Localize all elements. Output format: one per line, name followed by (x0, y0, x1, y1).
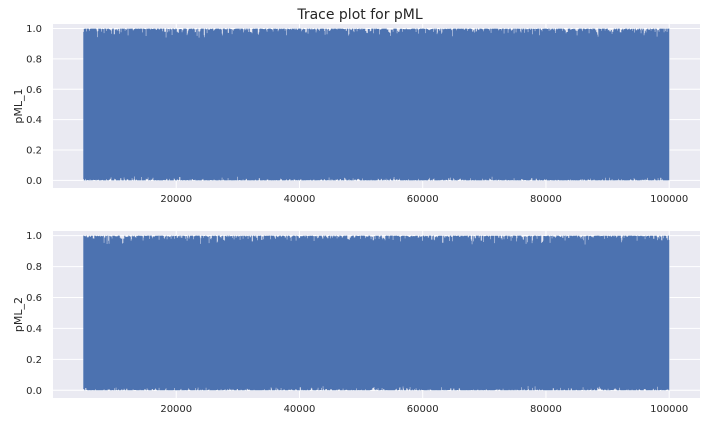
x-tick-label: 60000 (407, 404, 439, 415)
y-axis-label-2: pML_2 (12, 297, 25, 332)
x-tick-label: 80000 (530, 404, 562, 415)
x-tick-label: 20000 (160, 194, 192, 205)
y-tick-label: 0.4 (26, 115, 42, 126)
y-tick-label: 0.2 (26, 146, 42, 157)
y-tick-label: 0.8 (26, 54, 42, 65)
x-tick-label: 40000 (284, 404, 316, 415)
trace-panel-pml-1: 20000 40000 60000 80000 100000 0.0 0.2 0.4 0.6 0.… (12, 24, 700, 205)
x-tick-label: 40000 (284, 194, 316, 205)
y-axis-label-1: pML_1 (12, 88, 25, 123)
trace-series-pml-2 (83, 235, 670, 391)
trace-series-pml-1 (83, 28, 670, 181)
y-tick-label: 0.2 (26, 355, 42, 366)
y-tick-label: 0.6 (26, 85, 42, 96)
chart-title: Trace plot for pML (296, 7, 423, 23)
y-tick-label: 0.8 (26, 262, 42, 273)
tick-labels-1: 20000 40000 60000 80000 100000 0.0 0.2 0.4 0.6 0.… (26, 24, 688, 205)
x-tick-label: 60000 (407, 194, 439, 205)
y-tick-label: 1.0 (26, 24, 42, 35)
trace-body (84, 246, 669, 386)
y-tick-label: 0.0 (26, 386, 42, 397)
tick-labels-2: 20000 40000 60000 80000 100000 0.0 0.2 0.4 0.6 0.… (26, 231, 688, 415)
trace-body (84, 39, 669, 176)
x-tick-label: 100000 (650, 194, 688, 205)
y-tick-label: 0.4 (26, 324, 42, 335)
y-tick-label: 0.6 (26, 293, 42, 304)
x-tick-label: 20000 (160, 404, 192, 415)
x-tick-label: 100000 (650, 404, 688, 415)
y-tick-label: 0.0 (26, 176, 42, 187)
x-tick-label: 80000 (530, 194, 562, 205)
trace-panel-pml-2: 20000 40000 60000 80000 100000 0.0 0.2 0.4 0.6 0.… (12, 231, 700, 415)
y-tick-label: 1.0 (26, 231, 42, 242)
